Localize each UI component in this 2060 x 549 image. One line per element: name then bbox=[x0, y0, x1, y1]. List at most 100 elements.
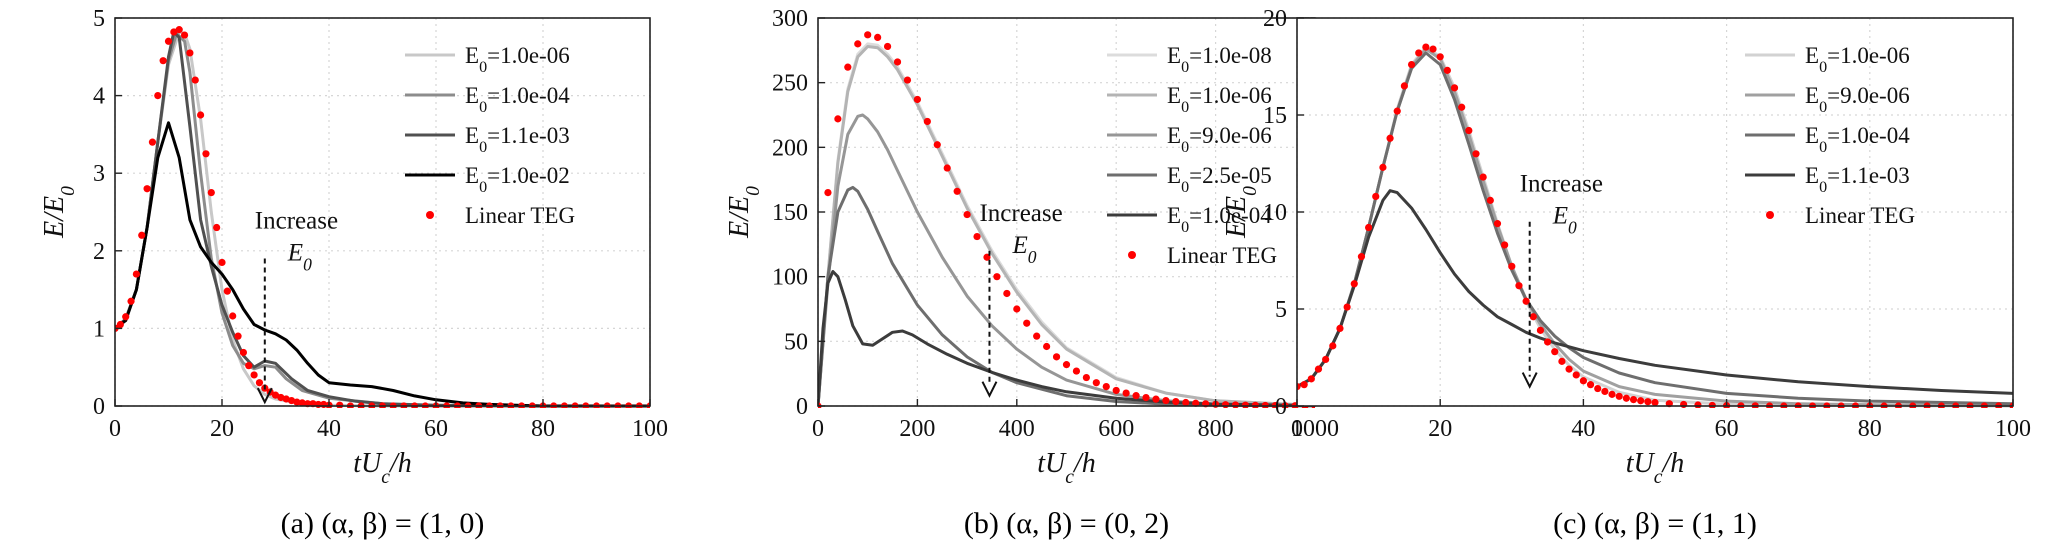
series-point bbox=[1003, 289, 1011, 298]
series-point bbox=[1450, 84, 1459, 92]
series-line-1 bbox=[818, 45, 1315, 407]
series-point bbox=[1343, 303, 1351, 311]
x-tick-label: 40 bbox=[317, 416, 341, 442]
series-point bbox=[1637, 397, 1645, 405]
series-point bbox=[1501, 241, 1509, 249]
series-point bbox=[1386, 134, 1394, 142]
series-point bbox=[1629, 395, 1638, 404]
legend: E0=1.0e-08 E0=1.0e-06 E0=9.0e-06 E0=2.5e-05… bbox=[1107, 43, 1277, 268]
series-point bbox=[1142, 393, 1150, 402]
panel-c: 0 20 40 60 80 10005101520tUc/hE/E0E0=1.0e-06E… bbox=[1221, 6, 2031, 540]
series-point bbox=[234, 332, 242, 340]
series-point bbox=[1300, 381, 1308, 389]
series-point bbox=[1357, 253, 1366, 261]
series-point bbox=[213, 223, 221, 232]
annotation-subtext: E0 bbox=[287, 240, 312, 275]
legend-marker bbox=[1766, 211, 1774, 219]
series-point bbox=[1152, 395, 1160, 403]
x-tick-label: 200 bbox=[899, 416, 935, 442]
series-point bbox=[1486, 196, 1494, 204]
y-tick-label: 1 bbox=[93, 316, 105, 342]
series-point bbox=[1043, 342, 1051, 351]
series-point bbox=[1400, 82, 1408, 90]
series-point bbox=[1558, 357, 1566, 365]
y-tick-label: 50 bbox=[784, 329, 808, 355]
panel-caption: (b) (α, β) = (0, 2) bbox=[964, 507, 1169, 540]
series-point bbox=[824, 189, 832, 197]
series-point bbox=[1182, 398, 1190, 407]
annotation-arrowhead bbox=[981, 381, 998, 398]
series-point bbox=[186, 49, 194, 57]
series-point bbox=[1122, 389, 1130, 397]
series-point bbox=[1579, 377, 1587, 385]
legend-entry: E0=1.0e-06 bbox=[1805, 43, 1910, 76]
series-point bbox=[1622, 394, 1630, 402]
series-point bbox=[834, 115, 842, 123]
series-point bbox=[1465, 126, 1473, 135]
y-tick-label: 10 bbox=[1263, 200, 1287, 226]
series-point bbox=[1407, 60, 1416, 69]
series-point bbox=[1601, 387, 1609, 396]
series-line-3 bbox=[115, 121, 650, 408]
x-tick-label: 400 bbox=[999, 416, 1035, 442]
series-point bbox=[1572, 371, 1580, 379]
series-point bbox=[175, 26, 183, 34]
series-line-3 bbox=[1297, 189, 2013, 395]
series-point bbox=[1350, 280, 1358, 288]
series-point bbox=[207, 189, 215, 197]
legend-entry: E0=1.0e-04 bbox=[1167, 203, 1272, 236]
annotation-subtext: E0 bbox=[1552, 203, 1577, 238]
series-point bbox=[953, 187, 961, 195]
y-axis-label: E/E0 bbox=[39, 186, 79, 239]
series-point bbox=[1231, 401, 1240, 408]
series-point bbox=[1221, 401, 1230, 408]
legend-entry: E0=9.0e-06 bbox=[1167, 123, 1272, 156]
legend-entry: Linear TEG bbox=[1805, 203, 1915, 228]
legend-entry: E0=1.1e-03 bbox=[465, 123, 570, 156]
x-tick-label: 100 bbox=[632, 416, 668, 442]
y-tick-label: 5 bbox=[93, 6, 105, 32]
legend-entry: E0=1.1e-03 bbox=[1805, 163, 1910, 196]
axes-frame bbox=[114, 17, 651, 407]
series-point bbox=[1329, 342, 1337, 350]
series-point bbox=[245, 362, 253, 370]
legend-entry: E0=1.0e-06 bbox=[465, 43, 570, 76]
series-point bbox=[1536, 326, 1545, 334]
series-point bbox=[1458, 103, 1466, 111]
y-tick-label: 150 bbox=[772, 200, 808, 226]
series-point bbox=[1112, 386, 1120, 395]
series-point bbox=[943, 164, 951, 172]
series-point bbox=[1297, 383, 1301, 391]
series-point bbox=[864, 31, 872, 39]
series-point bbox=[1307, 375, 1315, 383]
series-point bbox=[1192, 399, 1200, 407]
series-point bbox=[159, 57, 167, 65]
legend-marker bbox=[426, 211, 434, 219]
series-point bbox=[1162, 396, 1170, 405]
y-tick-label: 0 bbox=[796, 394, 808, 420]
series-point bbox=[1023, 319, 1031, 327]
legend-entry: E0=1.0e-04 bbox=[1805, 123, 1910, 156]
series-point bbox=[1565, 365, 1573, 373]
series-point bbox=[298, 399, 306, 407]
series-point bbox=[138, 231, 146, 239]
legend-entry: E0=1.0e-06 bbox=[1167, 83, 1272, 116]
series-point bbox=[239, 348, 247, 357]
series-point bbox=[973, 232, 981, 241]
series-point bbox=[191, 76, 199, 84]
y-tick-label: 100 bbox=[772, 265, 808, 291]
series-point bbox=[197, 111, 205, 119]
series-point bbox=[1082, 373, 1090, 382]
x-tick-label: 0 bbox=[812, 416, 824, 442]
series-point bbox=[993, 273, 1001, 281]
series-point bbox=[1472, 150, 1480, 158]
y-tick-label: 250 bbox=[772, 71, 808, 97]
series-point bbox=[1314, 365, 1323, 373]
series-point bbox=[1694, 401, 1702, 408]
x-tick-label: 1000 bbox=[1291, 416, 1339, 442]
series-point bbox=[1680, 400, 1688, 408]
legend-entry: Linear TEG bbox=[465, 203, 575, 228]
series-point bbox=[1429, 45, 1437, 53]
series-line-4 bbox=[818, 270, 1315, 408]
series-point bbox=[1644, 398, 1652, 406]
